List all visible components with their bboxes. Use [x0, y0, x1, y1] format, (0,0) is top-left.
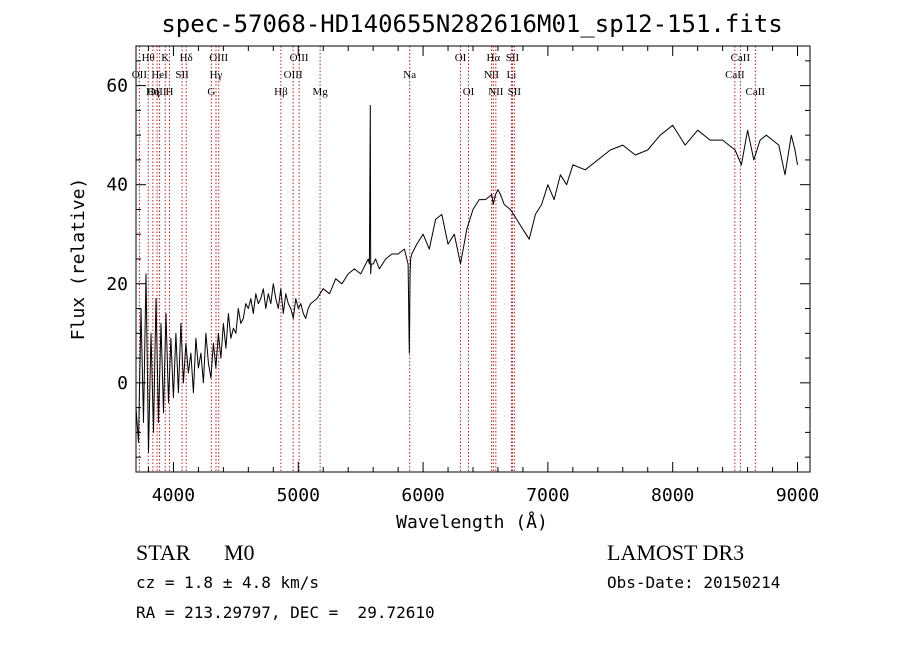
line-label-1: OII	[132, 69, 148, 81]
line-label-4: HeI	[151, 69, 168, 81]
survey-label: LAMOST DR3	[607, 540, 745, 565]
x-tick-label-7000: 7000	[526, 485, 569, 506]
x-axis-label: Wavelength (Å)	[396, 511, 548, 533]
line-label-22: Li	[507, 69, 517, 81]
line-label-25: CaII	[725, 69, 745, 81]
x-tick-label-4000: 4000	[152, 485, 195, 506]
line-label-2: Hη	[146, 86, 160, 98]
redshift-label: cz = 1.8 ± 4.8 km/s	[136, 573, 320, 592]
line-label-27: CaII	[746, 86, 766, 98]
line-label-26: CaII	[731, 52, 751, 64]
line-label-24: SII	[508, 86, 522, 98]
y-axis: 0 20 40 60	[106, 60, 810, 458]
subclass-label: M0	[223, 540, 255, 565]
line-label-11: Hγ	[210, 69, 223, 81]
line-label-5: K	[161, 52, 169, 64]
line-label-16: Na	[403, 69, 416, 81]
line-label-6: H	[165, 86, 173, 98]
line-label-0: Hθ	[142, 52, 155, 64]
obs-date-label: Obs-Date: 20150214	[607, 573, 781, 592]
line-label-20: Hα	[486, 52, 500, 64]
spectrum-series	[135, 104, 798, 453]
line-label-18: OI	[463, 86, 475, 98]
x-tick-label-6000: 6000	[401, 485, 444, 506]
line-label-17: OI	[455, 52, 467, 64]
plot-frame	[135, 45, 811, 473]
line-label-9: G	[207, 86, 215, 98]
line-label-21: NII	[488, 86, 504, 98]
y-tick-label-40: 40	[106, 175, 128, 196]
line-label-23: SII	[506, 52, 520, 64]
coordinates-label: RA = 213.29797, DEC = 29.72610	[136, 603, 435, 622]
line-label-12: Hβ	[274, 86, 288, 98]
line-label-7: SII	[175, 69, 189, 81]
y-tick-label-60: 60	[106, 76, 128, 97]
line-label-13: OIII	[284, 69, 303, 81]
y-axis-label: Flux (relative)	[68, 178, 89, 341]
emission-line-markers: HθOIIHηOIIIHeIKHSIIHδGOIIIHγHβOIIIOIIIMg…	[132, 46, 766, 472]
line-label-15: Mg	[312, 86, 328, 98]
object-class: STAR M0	[136, 540, 255, 566]
class-label: STAR	[136, 540, 191, 565]
x-tick-label-9000: 9000	[776, 485, 819, 506]
series-line-spectrum	[135, 104, 798, 453]
line-label-10: OIII	[209, 52, 228, 64]
x-tick-label-5000: 5000	[277, 485, 320, 506]
line-label-8: Hδ	[180, 52, 193, 64]
y-tick-label-0: 0	[117, 373, 128, 394]
line-label-19: NII	[484, 69, 500, 81]
chart-title: spec-57068-HD140655N282616M01_sp12-151.f…	[161, 10, 782, 38]
y-tick-label-20: 20	[106, 274, 128, 295]
line-label-14: OIII	[290, 52, 309, 64]
x-tick-label-8000: 8000	[651, 485, 694, 506]
line-label-3: OIII	[148, 86, 167, 98]
x-axis: 4000 5000 6000 7000 8000 9000	[147, 46, 819, 506]
